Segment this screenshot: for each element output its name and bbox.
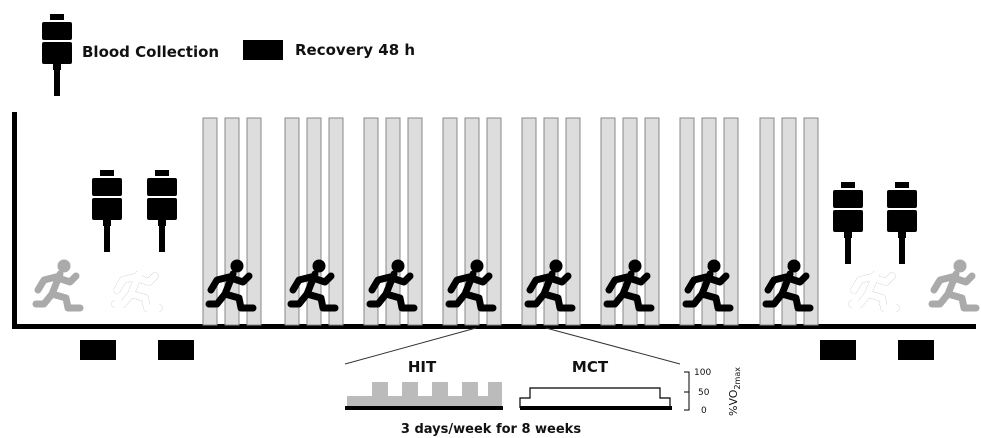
syringe-icon [42,14,72,96]
session-bar [521,117,537,326]
rest-dash [667,324,679,327]
rest-dash [746,324,758,327]
scale-tick: 50 [698,388,710,398]
runner-outline [115,260,159,308]
hit-base [345,406,503,410]
hit-label: HIT [408,358,437,376]
session-bar [723,117,739,326]
session-bar [803,117,819,326]
recovery-icon [243,40,283,60]
syringe-icon [833,182,863,264]
syringe-icon [887,182,917,264]
axis-vertical [12,112,17,328]
session-bar [442,117,458,326]
unit-main: %VO [727,389,740,416]
mct-label: MCT [572,358,609,376]
legend-blood: Blood Collection [82,43,219,61]
training-bars [202,117,819,327]
session-bar [202,117,218,326]
session-bar [407,117,423,326]
session-bar [363,117,379,326]
zoom-line [344,327,477,365]
runner-gray [36,260,80,308]
session-bar [759,117,775,326]
syringe-icon [92,170,122,252]
zoom-line [545,327,681,365]
unit-sub: 2max [733,367,742,390]
recovery-block [158,340,194,360]
rest-dash [509,324,521,327]
session-bar [565,117,581,326]
caption: 3 days/week for 8 weeks [401,422,581,437]
session-bar [486,117,502,326]
recovery-block [80,340,116,360]
legend-recovery: Recovery 48 h [295,41,415,59]
recovery-block [898,340,934,360]
session-bar [328,117,344,326]
mct-base [520,406,672,410]
rest-dash [351,324,363,327]
session-bar [246,117,262,326]
recovery-block [820,340,856,360]
scale-tick: 100 [694,368,711,378]
session-bar [679,117,695,326]
scale-unit: %VO2max [727,367,742,416]
session-bar [644,117,660,326]
rest-dash [269,324,281,327]
syringe-icon [147,170,177,252]
hit-profile [347,382,502,408]
mct-profile [519,387,671,408]
rest-dash [588,324,600,327]
rest-dash [430,324,442,327]
axis-baseline [12,324,976,329]
runner-gray [932,260,976,308]
runner-outline [852,260,896,308]
scale-bracket [684,371,690,411]
session-bar [600,117,616,326]
session-bar [284,117,300,326]
scale-tick: 0 [701,406,707,416]
